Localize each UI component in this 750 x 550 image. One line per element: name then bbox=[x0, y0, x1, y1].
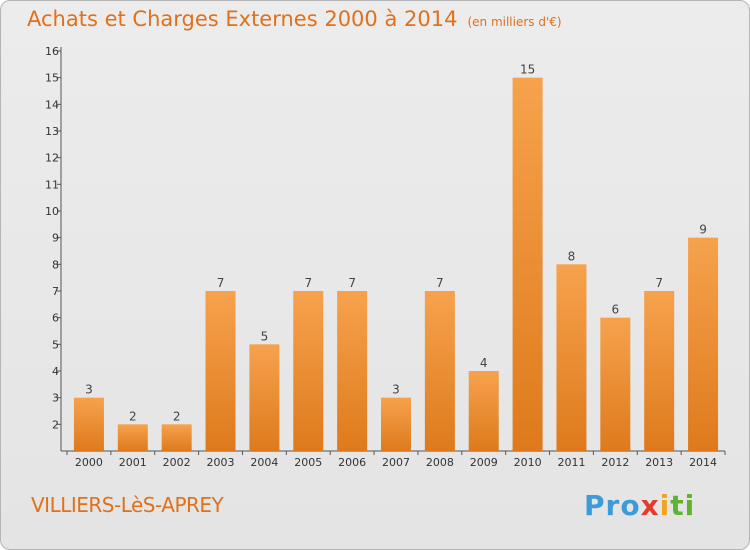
x-tick-label: 2002 bbox=[163, 456, 191, 469]
logo-part-3: i bbox=[659, 489, 671, 522]
data-label: 8 bbox=[568, 249, 576, 263]
proxiti-logo: Proxiti bbox=[584, 489, 695, 522]
y-tick-label: 9 bbox=[52, 232, 59, 245]
data-label: 6 bbox=[612, 303, 620, 317]
y-tick-label: 2 bbox=[52, 418, 59, 431]
x-tick-label: 2011 bbox=[557, 456, 585, 469]
y-tick-label: 15 bbox=[45, 72, 59, 85]
x-tick-label: 2010 bbox=[514, 456, 542, 469]
bar-2013 bbox=[644, 291, 675, 451]
bar-2001 bbox=[117, 424, 148, 451]
x-tick-label: 2012 bbox=[601, 456, 629, 469]
data-label: 3 bbox=[392, 383, 400, 397]
bar-2014 bbox=[688, 237, 719, 451]
title-text: Achats et Charges Externes 2000 à 2014 bbox=[27, 7, 458, 31]
bar-2007 bbox=[381, 397, 411, 451]
y-tick-label: 14 bbox=[45, 98, 59, 111]
bar-2003 bbox=[205, 291, 236, 451]
data-label: 2 bbox=[173, 409, 181, 423]
bar-2011 bbox=[556, 264, 587, 451]
bar-2005 bbox=[293, 291, 324, 451]
y-tick-label: 5 bbox=[52, 338, 59, 351]
bar-2002 bbox=[161, 424, 192, 451]
y-tick-label: 12 bbox=[45, 152, 59, 165]
chart-title: Achats et Charges Externes 2000 à 2014 (e… bbox=[27, 7, 562, 31]
x-tick-label: 2014 bbox=[689, 456, 717, 469]
data-label: 7 bbox=[217, 276, 225, 290]
data-label: 3 bbox=[85, 383, 93, 397]
data-label: 7 bbox=[348, 276, 356, 290]
x-tick-label: 2013 bbox=[645, 456, 673, 469]
data-label: 7 bbox=[436, 276, 444, 290]
x-tick-label: 2006 bbox=[338, 456, 366, 469]
bar-2000 bbox=[73, 397, 104, 451]
y-tick-label: 8 bbox=[52, 258, 59, 271]
title-unit: (en milliers d'€) bbox=[467, 15, 562, 29]
x-tick-label: 2004 bbox=[250, 456, 278, 469]
y-tick-label: 3 bbox=[52, 392, 59, 405]
logo-part-4: ti bbox=[670, 489, 696, 522]
x-tick-label: 2000 bbox=[75, 456, 103, 469]
y-tick-label: 10 bbox=[45, 205, 59, 218]
bar-2004 bbox=[249, 344, 280, 451]
data-label: 2 bbox=[129, 409, 137, 423]
y-tick-label: 4 bbox=[52, 365, 59, 378]
x-tick-label: 2001 bbox=[119, 456, 147, 469]
y-tick-label: 6 bbox=[52, 312, 59, 325]
x-tick-label: 2009 bbox=[470, 456, 498, 469]
y-tick-label: 7 bbox=[52, 285, 59, 298]
data-label: 7 bbox=[304, 276, 312, 290]
bar-2012 bbox=[600, 317, 631, 451]
logo-part-2: x bbox=[640, 489, 660, 522]
logo-part-1: Pro bbox=[584, 489, 641, 522]
bar-2010 bbox=[512, 77, 543, 452]
x-tick-label: 2007 bbox=[382, 456, 410, 469]
y-tick-label: 13 bbox=[45, 125, 59, 138]
bar-2006 bbox=[337, 291, 368, 451]
data-label: 5 bbox=[261, 329, 269, 343]
y-tick-label: 11 bbox=[45, 178, 59, 191]
x-tick-label: 2008 bbox=[426, 456, 454, 469]
y-tick-label: 16 bbox=[45, 45, 59, 58]
x-tick-label: 2005 bbox=[294, 456, 322, 469]
data-label: 4 bbox=[480, 356, 488, 370]
bar-2009 bbox=[468, 371, 499, 451]
x-tick-label: 2003 bbox=[207, 456, 235, 469]
bar-2008 bbox=[424, 291, 455, 451]
commune-name: VILLIERS-LèS-APREY bbox=[31, 493, 224, 517]
data-label: 15 bbox=[520, 63, 535, 77]
data-label: 9 bbox=[699, 223, 707, 237]
data-label: 7 bbox=[655, 276, 663, 290]
